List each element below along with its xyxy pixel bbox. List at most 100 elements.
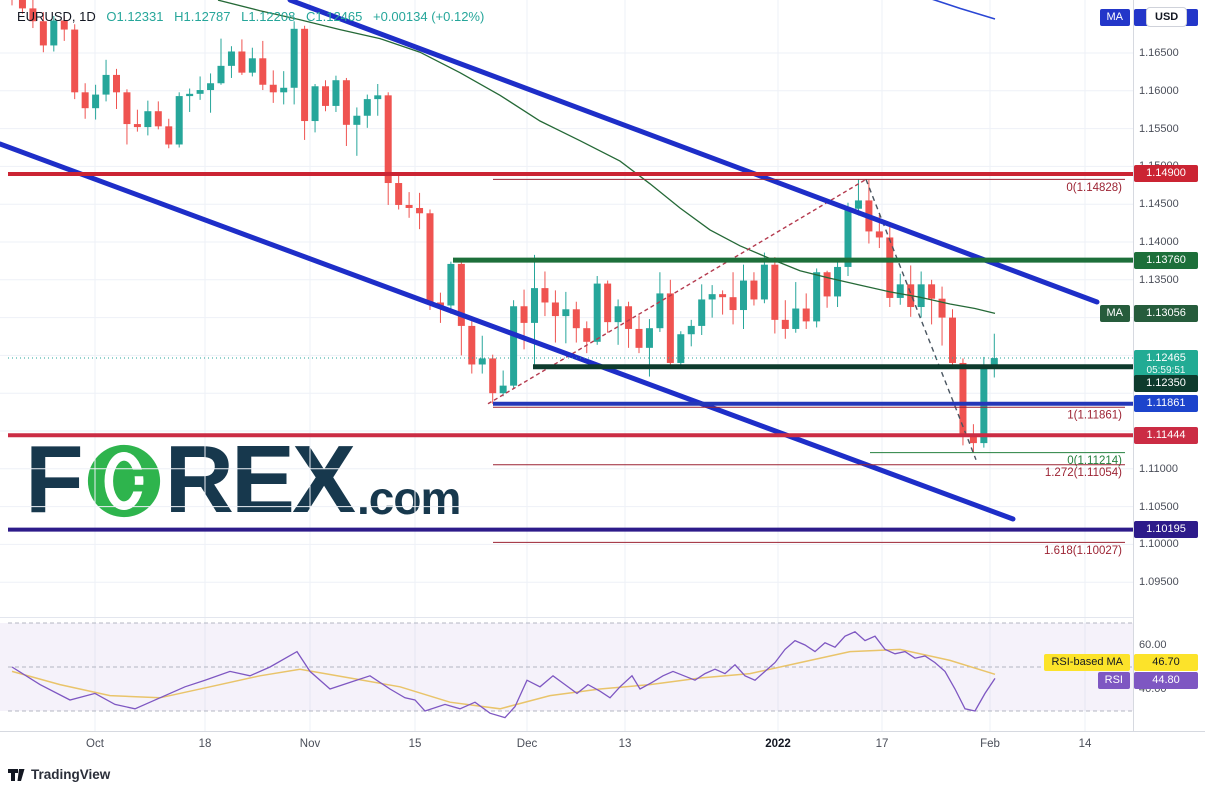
candle-body bbox=[217, 65, 225, 84]
legend-close: C1.12465 bbox=[305, 9, 363, 24]
grid-lines bbox=[0, 0, 1133, 731]
candle bbox=[938, 286, 946, 346]
price-axis-label: 1.16500 bbox=[1139, 47, 1179, 59]
tradingview-logo[interactable]: TradingView bbox=[8, 766, 110, 783]
candle-body bbox=[447, 263, 455, 306]
candle bbox=[60, 15, 68, 41]
candle-body bbox=[531, 288, 538, 323]
candle-body bbox=[635, 328, 643, 348]
candle-body bbox=[207, 83, 215, 91]
candle bbox=[740, 264, 747, 329]
candle-body bbox=[719, 294, 727, 298]
candle-body bbox=[896, 284, 904, 298]
price-axis-label: 1.10000 bbox=[1139, 538, 1179, 551]
candle-body bbox=[834, 266, 842, 297]
fib-label: 0(1.14828) bbox=[1066, 182, 1122, 194]
indicator-pill[interactable]: MA bbox=[1099, 304, 1130, 322]
candle-body bbox=[29, 8, 37, 22]
candle bbox=[196, 76, 204, 100]
candle-body bbox=[395, 183, 403, 205]
rsi-pane bbox=[0, 622, 1133, 719]
candle-body bbox=[426, 213, 434, 303]
candle bbox=[468, 319, 476, 374]
candle-body bbox=[290, 28, 298, 88]
candle bbox=[238, 39, 246, 75]
watermark-letter-f: F bbox=[25, 426, 84, 534]
candle-body bbox=[698, 299, 706, 326]
candle-body bbox=[949, 317, 956, 363]
candle-body bbox=[92, 94, 100, 109]
candle bbox=[604, 280, 612, 333]
candle bbox=[322, 80, 329, 112]
candle bbox=[154, 101, 162, 130]
candle bbox=[217, 38, 225, 85]
ma-green-line[interactable] bbox=[217, 0, 996, 315]
candle bbox=[802, 293, 810, 329]
trendline[interactable] bbox=[287, 0, 1100, 305]
candle-body bbox=[771, 264, 779, 320]
price-axis-label: 1.09500 bbox=[1139, 576, 1179, 589]
candle bbox=[447, 261, 455, 314]
rsi-ma-line[interactable] bbox=[11, 648, 996, 710]
tradingview-text: TradingView bbox=[31, 767, 111, 782]
candle bbox=[384, 92, 392, 205]
candle-body bbox=[405, 204, 413, 208]
symbol-title[interactable]: EURUSD, 1D bbox=[17, 9, 96, 24]
candle-body bbox=[677, 334, 685, 363]
candle bbox=[990, 333, 998, 378]
candle-body bbox=[363, 99, 371, 116]
candle-body bbox=[593, 283, 601, 342]
legend-low: L1.12208 bbox=[241, 9, 296, 24]
candle-body bbox=[499, 385, 507, 394]
candle bbox=[11, 0, 13, 6]
candle bbox=[395, 173, 403, 210]
candle bbox=[144, 100, 152, 136]
candle-body bbox=[123, 92, 131, 125]
symbol-legend: EURUSD, 1D O1.12331 H1.12787 L1.12208 C1… bbox=[17, 9, 484, 24]
candle-body bbox=[301, 28, 309, 122]
candle bbox=[834, 261, 842, 308]
candle bbox=[666, 279, 674, 366]
candle bbox=[719, 290, 727, 315]
rsi-line[interactable] bbox=[11, 631, 996, 719]
candle-body bbox=[656, 293, 664, 329]
watermark-dotcom: .com bbox=[357, 472, 461, 525]
fib-label: 1.272(1.11054) bbox=[1045, 467, 1122, 479]
candle bbox=[248, 47, 256, 77]
indicator-pill[interactable]: RSI bbox=[1097, 671, 1130, 689]
candle-body bbox=[186, 93, 194, 97]
ma-blue-line[interactable] bbox=[928, 0, 996, 20]
indicator-pill[interactable]: MA bbox=[1099, 8, 1130, 26]
candle-body bbox=[844, 208, 852, 267]
candle bbox=[844, 202, 852, 277]
trendline[interactable] bbox=[0, 141, 1016, 522]
candle-body bbox=[50, 20, 58, 46]
candle bbox=[405, 192, 413, 218]
price-axis-label: 1.10500 bbox=[1139, 500, 1179, 513]
candle bbox=[531, 254, 538, 367]
candle-body bbox=[687, 325, 695, 335]
candle-body bbox=[520, 306, 528, 323]
candle-body bbox=[510, 306, 518, 386]
candle bbox=[499, 370, 507, 397]
price-axis-label: 1.13500 bbox=[1139, 273, 1179, 286]
candle bbox=[949, 309, 956, 367]
price-badge: 1.11444 bbox=[1134, 426, 1198, 444]
candle-body bbox=[886, 237, 894, 298]
candle bbox=[175, 92, 183, 148]
price-axis-label: 1.15500 bbox=[1139, 122, 1179, 135]
candle-body bbox=[332, 80, 340, 106]
time-axis[interactable] bbox=[0, 731, 1205, 759]
fib-label: 0(1.11214) bbox=[1067, 455, 1122, 467]
indicator-pill[interactable]: RSI-based MA bbox=[1044, 653, 1130, 671]
candle bbox=[635, 315, 643, 354]
main-chart[interactable]: 0(1.14828) 1(1.11861) 0(1.11214)1.272(1.11… bbox=[0, 0, 1133, 731]
pane-separator bbox=[0, 617, 1133, 618]
candle-body bbox=[144, 111, 152, 128]
candle bbox=[928, 279, 936, 325]
candle-body bbox=[792, 308, 800, 329]
candle-body bbox=[39, 21, 47, 46]
currency-usd-button[interactable]: USD bbox=[1146, 7, 1188, 27]
candle bbox=[50, 15, 58, 52]
watermark-letters-rex: REX bbox=[164, 426, 356, 534]
